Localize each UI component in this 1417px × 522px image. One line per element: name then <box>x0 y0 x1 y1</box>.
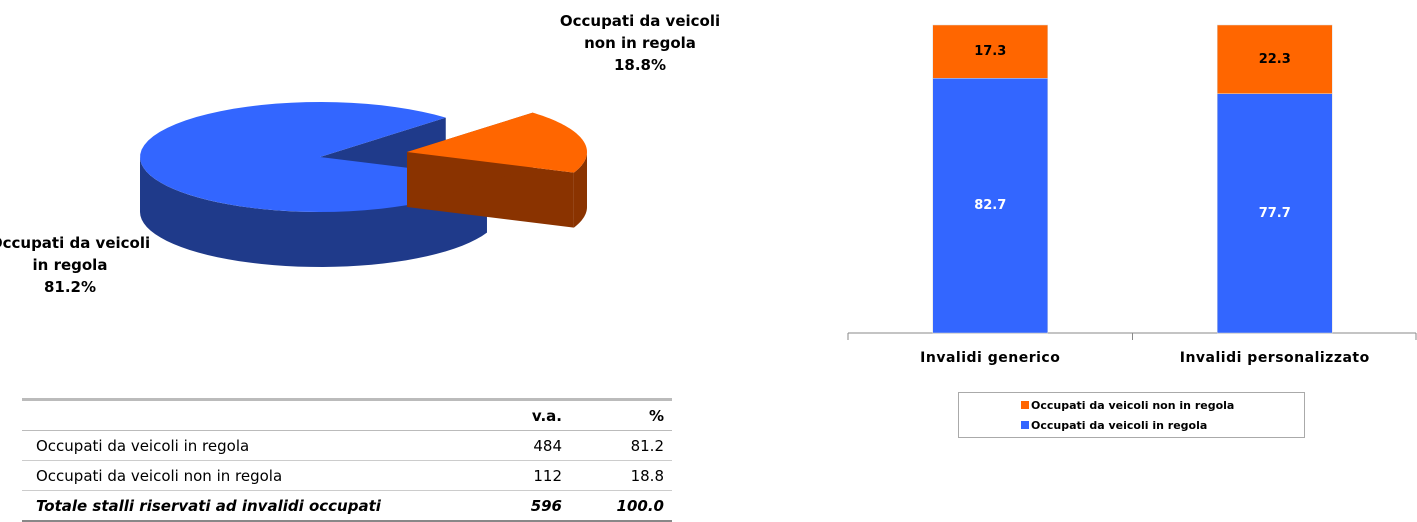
pie-value-label: 81.2% <box>43 278 97 296</box>
legend-swatch <box>1021 401 1029 409</box>
data-label: 22.3 <box>1259 52 1291 67</box>
data-label: 77.7 <box>1259 206 1291 221</box>
legend-label: Occupati da veicoli non in regola <box>1031 399 1235 412</box>
table-cell: 81.2 <box>570 430 672 461</box>
slice-side <box>573 152 587 228</box>
header-row: v.a. % <box>22 398 672 431</box>
table-cell: Occupati da veicoli non in regola <box>22 460 468 491</box>
table-cell: Occupati da veicoli in regola <box>22 430 468 461</box>
pie-slice <box>407 112 587 228</box>
data-label: 17.3 <box>974 44 1006 59</box>
legend-label: Occupati da veicoli in regola <box>1031 419 1208 432</box>
bar-segment <box>1217 24 1333 94</box>
table-cell: 484 <box>468 430 570 461</box>
slice-side <box>140 157 487 267</box>
x-tick-label: Invalidi personalizzato <box>1180 350 1370 366</box>
legend-entry: Occupati da veicoli non in regola <box>1021 399 1234 412</box>
table-cell: 596 <box>468 490 570 522</box>
pie-label: Occupati da veicoli non in regola 18.8% <box>555 10 725 76</box>
table-cell: 112 <box>468 460 570 491</box>
pie-value-label: 18.8% <box>613 56 667 74</box>
table-cell: 100.0 <box>570 490 672 522</box>
pie-category: Occupati da veicoli in regola <box>0 234 151 274</box>
row-row: Occupati da veicoli non in regola 112 18.8 <box>22 460 672 491</box>
header-cell: % <box>570 398 672 431</box>
data-table: v.a. % Occupati da veicoli in regola 484 8… <box>22 398 672 522</box>
legend-swatch <box>1021 421 1029 429</box>
table-cell: Totale stalli riservati ad invalidi occu… <box>22 490 468 522</box>
slice-top <box>140 102 487 212</box>
data-label: 82.7 <box>974 198 1006 213</box>
header-cell: v.a. <box>468 398 570 431</box>
legend-entry: Occupati da veicoli in regola <box>1021 419 1207 432</box>
total-row: Totale stalli riservati ad invalidi occu… <box>22 490 672 522</box>
table-cell: 18.8 <box>570 460 672 491</box>
bar-segment <box>1217 93 1333 334</box>
pie-slice <box>140 102 487 267</box>
slice-top <box>407 112 587 173</box>
bar-segment <box>932 78 1048 334</box>
x-tick-label: Invalidi generico <box>920 350 1060 366</box>
legend: Occupati da veicoli non in regola Occupat… <box>958 392 1305 438</box>
pie-label: Occupati da veicoli in regola 81.2% <box>0 232 155 298</box>
bar-segment <box>932 24 1048 79</box>
row-row: Occupati da veicoli in regola 484 81.2 <box>22 430 672 461</box>
pie-category: Occupati da veicoli non in regola <box>559 12 721 52</box>
